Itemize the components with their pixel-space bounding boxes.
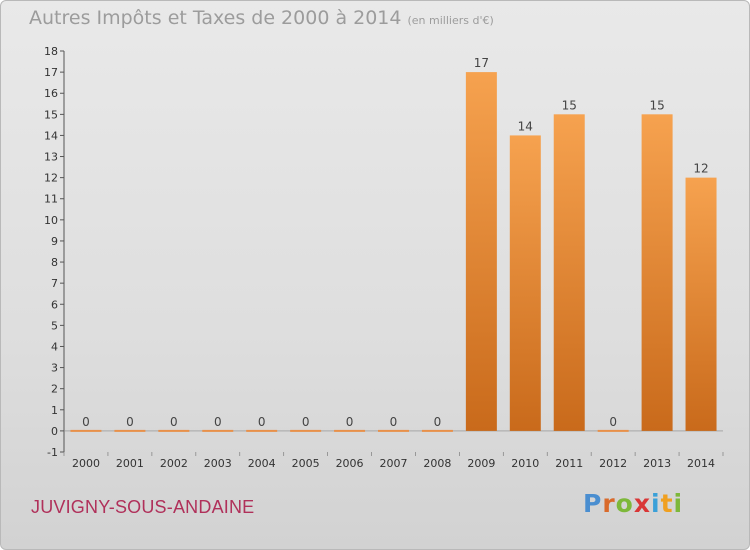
data-label: 0 — [258, 415, 266, 429]
y-tick-label: 10 — [44, 214, 58, 227]
x-tick-label: 2014 — [687, 457, 715, 470]
bar — [641, 114, 673, 431]
y-tick-label: 11 — [44, 193, 58, 206]
x-tick-label: 2012 — [599, 457, 627, 470]
chart-title-text: Autres Impôts et Taxes de 2000 à 2014 — [29, 7, 402, 29]
logo-letter: t — [660, 489, 674, 518]
y-tick-label: 12 — [44, 172, 58, 185]
data-label: 0 — [302, 415, 310, 429]
logo-letter: i — [651, 489, 661, 518]
y-tick-label: 15 — [44, 108, 58, 121]
logo-letter: x — [633, 489, 651, 518]
chart-unit: (en milliers d'€) — [407, 14, 494, 27]
data-label: 0 — [434, 415, 442, 429]
y-tick-label: 9 — [51, 235, 58, 248]
data-label: 0 — [82, 415, 90, 429]
bar — [158, 429, 190, 432]
data-label: 0 — [214, 415, 222, 429]
x-tick-label: 2013 — [643, 457, 671, 470]
y-tick-label: 1 — [51, 404, 58, 417]
data-label: 0 — [126, 415, 134, 429]
data-label: 15 — [649, 98, 664, 112]
bar — [70, 429, 102, 432]
bar — [378, 429, 409, 432]
y-tick-label: 8 — [51, 256, 58, 269]
commune-name: JUVIGNY-SOUS-ANDAINE — [31, 497, 255, 517]
y-tick-label: 5 — [51, 319, 58, 332]
y-tick-label: 13 — [44, 151, 58, 164]
y-tick-label: 3 — [51, 362, 58, 375]
x-tick-label: 2011 — [555, 457, 583, 470]
bar — [202, 429, 234, 432]
bar — [509, 135, 541, 431]
proxiti-logo: Proxiti — [583, 489, 683, 518]
bar — [290, 429, 322, 432]
data-label: 15 — [562, 98, 577, 112]
logo-letter: P — [583, 489, 603, 518]
x-tick-label: 2000 — [72, 457, 100, 470]
data-label: 17 — [474, 56, 489, 70]
data-label: 12 — [693, 162, 708, 176]
logo-letter: i — [673, 489, 684, 518]
bar — [597, 429, 629, 432]
data-label: 0 — [609, 415, 617, 429]
x-tick-label: 2009 — [467, 457, 495, 470]
y-tick-label: 7 — [51, 277, 58, 290]
bar — [553, 114, 585, 431]
x-tick-label: 2005 — [292, 457, 320, 470]
y-tick-label: 6 — [51, 298, 58, 311]
x-tick-label: 2003 — [204, 457, 232, 470]
bar — [465, 72, 497, 431]
data-label: 0 — [390, 415, 398, 429]
logo-letter: o — [615, 489, 634, 518]
x-tick-label: 2002 — [160, 457, 188, 470]
y-tick-label: 17 — [44, 66, 58, 79]
y-tick-label: 2 — [51, 383, 58, 396]
x-tick-label: 2010 — [511, 457, 539, 470]
y-tick-label: 4 — [51, 340, 58, 353]
x-tick-label: 2001 — [116, 457, 144, 470]
x-tick-label: 2007 — [380, 457, 408, 470]
x-tick-label: 2006 — [336, 457, 364, 470]
y-tick-label: -1 — [47, 446, 58, 459]
chart-title: Autres Impôts et Taxes de 2000 à 2014 (en… — [29, 7, 494, 29]
data-label: 0 — [346, 415, 354, 429]
bar — [246, 429, 278, 432]
data-label: 0 — [170, 415, 178, 429]
logo-letter: r — [602, 489, 616, 518]
x-tick-label: 2004 — [248, 457, 276, 470]
x-tick-label: 2008 — [423, 457, 451, 470]
bar — [334, 429, 366, 432]
y-tick-label: 18 — [44, 45, 58, 58]
bar — [685, 177, 717, 431]
bar — [421, 429, 453, 432]
y-tick-label: 0 — [51, 425, 58, 438]
y-tick-label: 16 — [44, 87, 58, 100]
bar — [114, 429, 146, 432]
y-tick-label: 14 — [44, 129, 58, 142]
data-label: 14 — [518, 119, 533, 133]
